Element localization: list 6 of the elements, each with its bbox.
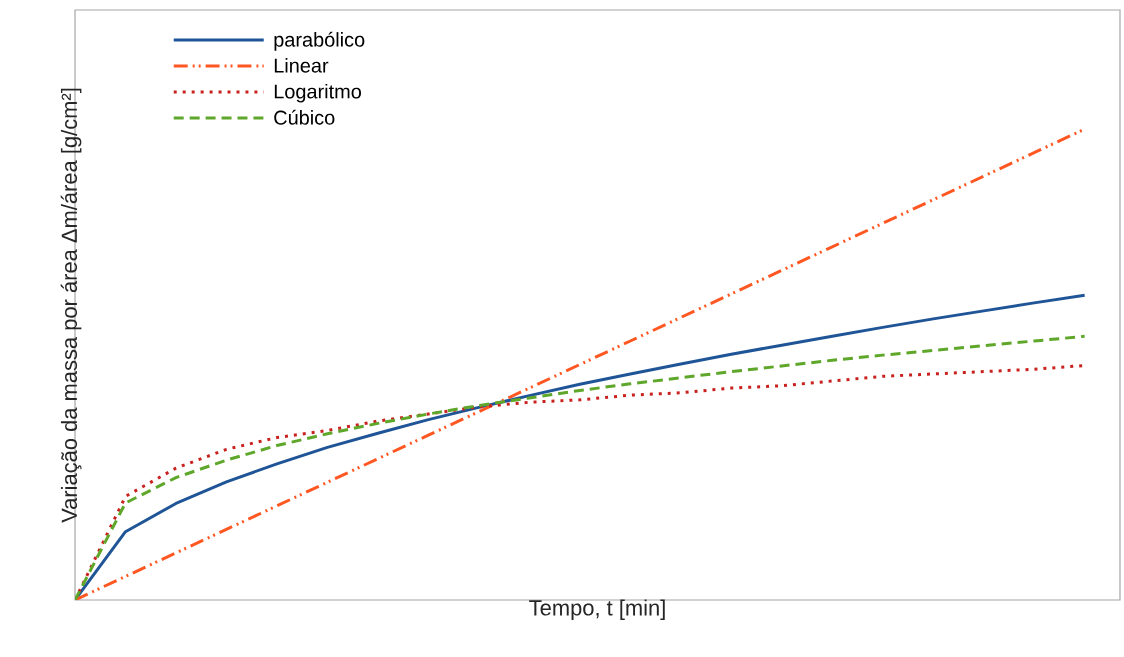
legend-label: Linear <box>274 58 329 73</box>
x-axis-title: Tempo, t [min] <box>529 599 665 620</box>
legend-label: Cúbico <box>274 109 335 125</box>
y-axis-title: Variação da massa por área Δm/área [g/cm²] <box>60 88 82 523</box>
legend-label: Logaritmo <box>274 83 361 103</box>
legend-label: parabólico <box>274 31 365 51</box>
